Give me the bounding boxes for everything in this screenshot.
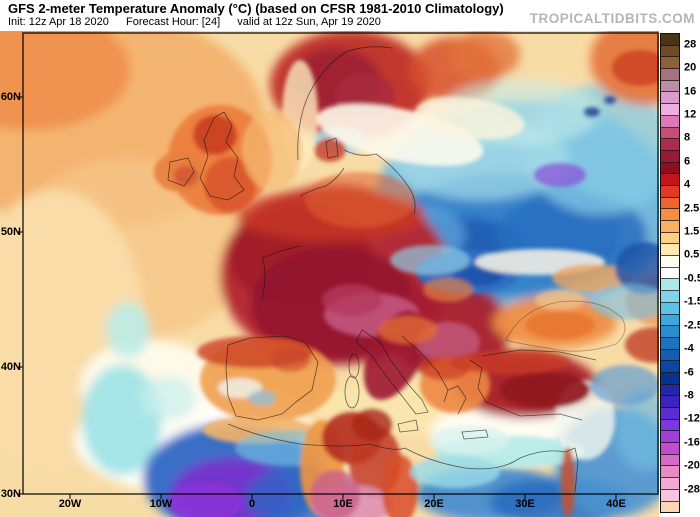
colorbar-label: -4 <box>684 343 694 355</box>
colorbar-cell <box>661 455 679 467</box>
colorbar-label: 28 <box>684 38 696 50</box>
colorbar-cell <box>661 104 679 116</box>
colorbar-label: -2.5 <box>684 319 700 331</box>
colorbar-cell <box>661 69 679 81</box>
colorbar-label: -16 <box>684 436 700 448</box>
lat-tick-label: 60N <box>0 91 21 103</box>
colorbar-cell <box>661 338 679 350</box>
colorbar-label: 12 <box>684 108 696 120</box>
colorbar-cell <box>661 490 679 502</box>
colorbar-cell <box>661 350 679 362</box>
colorbar-cell <box>661 92 679 104</box>
colorbar-cell <box>661 221 679 233</box>
lon-tick-label: 10W <box>141 498 181 510</box>
colorbar-cell <box>661 466 679 478</box>
colorbar-label: 4 <box>684 179 690 191</box>
colorbar-cell <box>661 57 679 69</box>
colorbar-cell <box>661 233 679 245</box>
map-canvas[interactable] <box>0 0 700 517</box>
colorbar-cell <box>661 46 679 58</box>
anomaly-field <box>0 10 700 517</box>
colorbar-label: 6 <box>684 155 690 167</box>
colorbar-cell <box>661 116 679 128</box>
weather-map-page: GFS 2-meter Temperature Anomaly (°C) (ba… <box>0 0 700 517</box>
site-watermark: TROPICALTIDBITS.COM <box>530 11 695 26</box>
colorbar-label: 0.5 <box>684 249 699 261</box>
colorbar-cell <box>661 163 679 175</box>
colorbar-cell <box>661 34 679 46</box>
colorbar-cell <box>661 151 679 163</box>
colorbar-label: -1.5 <box>684 296 700 308</box>
colorbar-cell <box>661 443 679 455</box>
colorbar-label: -12 <box>684 413 700 425</box>
colorbar-label: 2.5 <box>684 202 699 214</box>
colorbar-cell <box>661 244 679 256</box>
colorbar-label: 16 <box>684 85 696 97</box>
valid-time: valid at 12z Sun, Apr 19 2020 <box>237 16 381 28</box>
colorbar-cell <box>661 174 679 186</box>
colorbar-cell <box>661 303 679 315</box>
model-run-info: Init: 12z Apr 18 2020 Forecast Hour: [24… <box>8 16 395 28</box>
lon-tick-label: 0 <box>232 498 272 510</box>
colorbar-label: -20 <box>684 460 700 472</box>
colorbar-cell <box>661 81 679 93</box>
colorbar-cell <box>661 502 679 513</box>
colorbar-cell <box>661 186 679 198</box>
colorbar-cell <box>661 420 679 432</box>
colorbar-cell <box>661 361 679 373</box>
colorbar-cell <box>661 431 679 443</box>
colorbar-cell <box>661 279 679 291</box>
lon-tick-label: 40E <box>596 498 636 510</box>
colorbar-cell <box>661 268 679 280</box>
lon-tick-label: 20W <box>50 498 90 510</box>
colorbar-cell <box>661 256 679 268</box>
colorbar-cell <box>661 396 679 408</box>
anomaly-colorbar <box>660 33 680 513</box>
colorbar-cell <box>661 139 679 151</box>
colorbar-cell <box>661 373 679 385</box>
colorbar-label: 8 <box>684 132 690 144</box>
page-title: GFS 2-meter Temperature Anomaly (°C) (ba… <box>8 1 504 16</box>
colorbar-label: 20 <box>684 62 696 74</box>
colorbar-cell <box>661 291 679 303</box>
colorbar-cell <box>661 326 679 338</box>
lon-tick-label: 30E <box>505 498 545 510</box>
lat-tick-label: 30N <box>0 488 21 500</box>
lon-tick-label: 10E <box>323 498 363 510</box>
lat-tick-label: 40N <box>0 361 21 373</box>
colorbar-label: 1.5 <box>684 226 699 238</box>
colorbar-cell <box>661 198 679 210</box>
colorbar-cell <box>661 209 679 221</box>
colorbar-label: -6 <box>684 366 694 378</box>
colorbar-label: -28 <box>684 483 700 495</box>
lon-tick-label: 20E <box>414 498 454 510</box>
init-time: Init: 12z Apr 18 2020 <box>8 16 109 28</box>
colorbar-cell <box>661 128 679 140</box>
colorbar-label: -0.5 <box>684 272 700 284</box>
colorbar-cell <box>661 385 679 397</box>
colorbar-cell <box>661 315 679 327</box>
colorbar-label: -8 <box>684 389 694 401</box>
lat-tick-label: 50N <box>0 226 21 238</box>
colorbar-cell <box>661 408 679 420</box>
forecast-hour: Forecast Hour: [24] <box>126 16 220 28</box>
colorbar-cell <box>661 478 679 490</box>
